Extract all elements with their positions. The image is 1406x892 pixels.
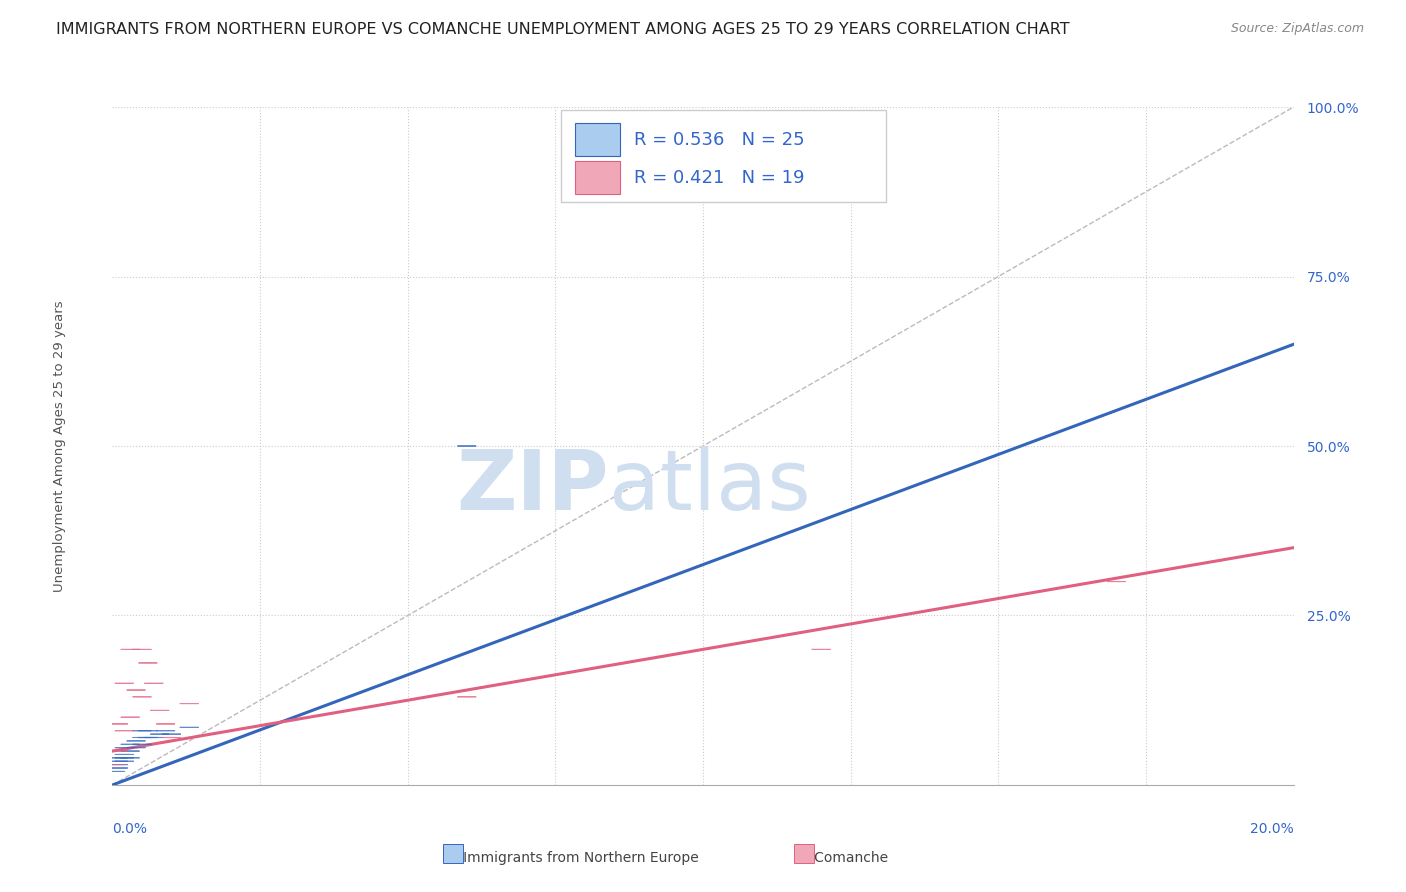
Bar [575, 123, 620, 156]
Text: Immigrants from Northern Europe: Immigrants from Northern Europe [450, 851, 699, 865]
Text: R = 0.536   N = 25: R = 0.536 N = 25 [634, 130, 806, 149]
Text: 0.0%: 0.0% [112, 822, 148, 836]
Text: atlas: atlas [609, 446, 810, 527]
Text: IMMIGRANTS FROM NORTHERN EUROPE VS COMANCHE UNEMPLOYMENT AMONG AGES 25 TO 29 YEA: IMMIGRANTS FROM NORTHERN EUROPE VS COMAN… [56, 22, 1070, 37]
Text: Unemployment Among Ages 25 to 29 years: Unemployment Among Ages 25 to 29 years [53, 301, 66, 591]
Text: R = 0.421   N = 19: R = 0.421 N = 19 [634, 169, 806, 186]
Text: ZIP: ZIP [456, 446, 609, 527]
FancyBboxPatch shape [561, 111, 886, 202]
Bar [794, 844, 814, 863]
Text: Source: ZipAtlas.com: Source: ZipAtlas.com [1230, 22, 1364, 36]
Text: Comanche: Comanche [801, 851, 889, 865]
Text: 20.0%: 20.0% [1250, 822, 1294, 836]
Bar [575, 161, 620, 194]
Bar [443, 844, 463, 863]
